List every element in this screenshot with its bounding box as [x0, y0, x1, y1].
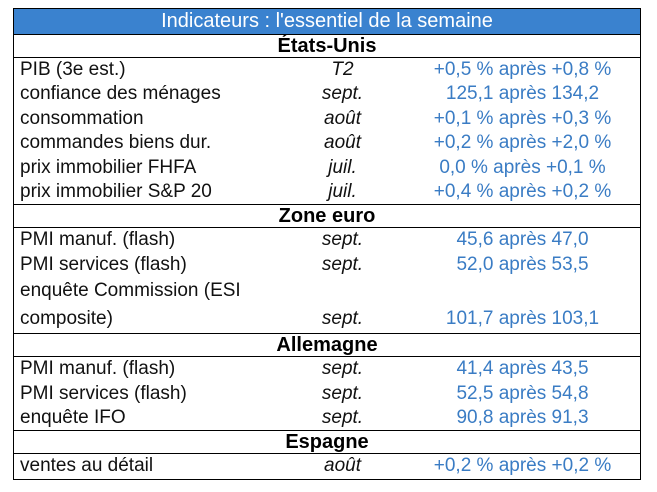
- indicator-value: 41,4 après 43,5: [456, 358, 589, 380]
- indicators-table: Indicateurs : l'essentiel de la semaine …: [13, 8, 641, 480]
- indicator-label: commandes biens dur.: [20, 132, 212, 154]
- table-row: commandes biens dur. août +0,2 % après +2,…: [14, 131, 640, 155]
- section-header: États-Unis: [14, 34, 640, 58]
- indicator-period: sept.: [321, 83, 364, 105]
- table-row: prix immobilier FHFA juil. 0,0 % après +0,…: [14, 156, 640, 180]
- indicator-value: 52,5 après 54,8: [456, 382, 589, 404]
- indicator-label: ventes au détail: [20, 455, 154, 477]
- indicator-period: août: [324, 107, 361, 129]
- indicator-label: PIB (3e est.): [20, 59, 126, 80]
- indicator-label: enquête Commission (ESI composite): [20, 280, 241, 330]
- indicator-value: 90,8 après 91,3: [456, 406, 589, 428]
- table-row: confiance des ménages sept. 125,1 après 13…: [14, 82, 640, 106]
- indicator-value: +0,2 % après +2,0 %: [433, 132, 612, 154]
- indicator-label: consommation: [20, 107, 144, 129]
- table-body: États-Unis PIB (3e est.) T2 +0,5 % après +0…: [14, 34, 640, 479]
- table-row: PIB (3e est.) T2 +0,5 % après +0,8 %: [14, 58, 640, 82]
- indicator-label: PMI services (flash): [20, 253, 187, 275]
- indicator-label: PMI manuf. (flash): [20, 229, 176, 251]
- indicator-period: août: [324, 455, 361, 477]
- indicator-label: confiance des ménages: [20, 83, 221, 105]
- section-header: Espagne: [14, 430, 640, 455]
- section-header: Zone euro: [14, 204, 640, 229]
- indicator-value: 45,6 après 47,0: [456, 229, 589, 251]
- indicator-value: 125,1 après 134,2: [445, 83, 600, 105]
- indicator-value: 101,7 après 103,1: [445, 308, 600, 330]
- indicator-period: T2: [331, 59, 354, 80]
- indicator-period: sept.: [321, 382, 364, 404]
- indicator-label: prix immobilier FHFA: [20, 156, 197, 178]
- indicator-value: +0,1 % après +0,3 %: [433, 107, 612, 129]
- indicator-period: sept.: [321, 308, 364, 330]
- section-header: Allemagne: [14, 333, 640, 358]
- indicator-period: sept.: [321, 406, 364, 428]
- table-row: PMI services (flash) sept. 52,5 après 54,8: [14, 382, 640, 406]
- indicator-period: juil.: [328, 180, 357, 202]
- indicator-value: 52,0 après 53,5: [456, 253, 589, 275]
- indicator-period: sept.: [321, 229, 364, 251]
- indicator-label: PMI manuf. (flash): [20, 358, 176, 380]
- table-row: prix immobilier S&P 20 juil. +0,4 % après …: [14, 180, 640, 204]
- indicator-period: sept.: [321, 253, 364, 275]
- indicator-period: sept.: [321, 358, 364, 380]
- indicator-value: 0,0 % après +0,1 %: [439, 156, 606, 178]
- indicator-period: août: [324, 132, 361, 154]
- table-row: PMI manuf. (flash) sept. 45,6 après 47,0: [14, 228, 640, 252]
- table-row: PMI manuf. (flash) sept. 41,4 après 43,5: [14, 357, 640, 381]
- table-row: consommation août +0,1 % après +0,3 %: [14, 107, 640, 131]
- table-title: Indicateurs : l'essentiel de la semaine: [14, 9, 640, 34]
- table-row: enquête Commission (ESI composite) sept. 10…: [14, 277, 640, 333]
- indicator-label: prix immobilier S&P 20: [20, 180, 212, 202]
- table-row: PMI services (flash) sept. 52,0 après 53,5: [14, 253, 640, 277]
- table-row: ventes au détail août +0,2 % après +0,2 %: [14, 454, 640, 478]
- indicator-value: +0,2 % après +0,2 %: [433, 455, 612, 477]
- indicator-period: juil.: [328, 156, 357, 178]
- indicator-value: +0,4 % après +0,2 %: [433, 180, 612, 202]
- indicator-value: +0,5 % après +0,8 %: [433, 59, 612, 80]
- indicator-label: enquête IFO: [20, 406, 126, 428]
- table-row: enquête IFO sept. 90,8 après 91,3: [14, 406, 640, 430]
- indicator-label: PMI services (flash): [20, 382, 187, 404]
